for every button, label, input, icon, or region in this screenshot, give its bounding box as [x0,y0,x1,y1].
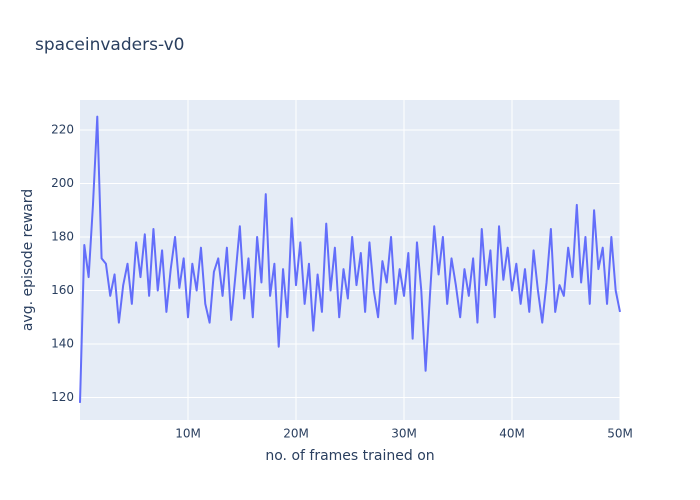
y-axis-label: avg. episode reward [20,189,36,331]
y-tick-label: 220 [51,122,74,136]
y-tick-label: 120 [51,390,74,404]
y-tick-label: 160 [51,283,74,297]
x-axis-label: no. of frames trained on [265,448,434,464]
y-tick-label: 180 [51,229,74,243]
x-tick-label: 40M [499,427,525,441]
y-tick-label: 200 [51,176,74,190]
x-tick-label: 50M [607,427,633,441]
y-tick-label: 140 [51,337,74,351]
x-tick-label: 10M [175,427,201,441]
data-line [79,115,621,403]
chart-title: spaceinvaders-v0 [35,35,185,55]
x-tick-label: 30M [391,427,417,441]
x-tick-label: 20M [283,427,309,441]
